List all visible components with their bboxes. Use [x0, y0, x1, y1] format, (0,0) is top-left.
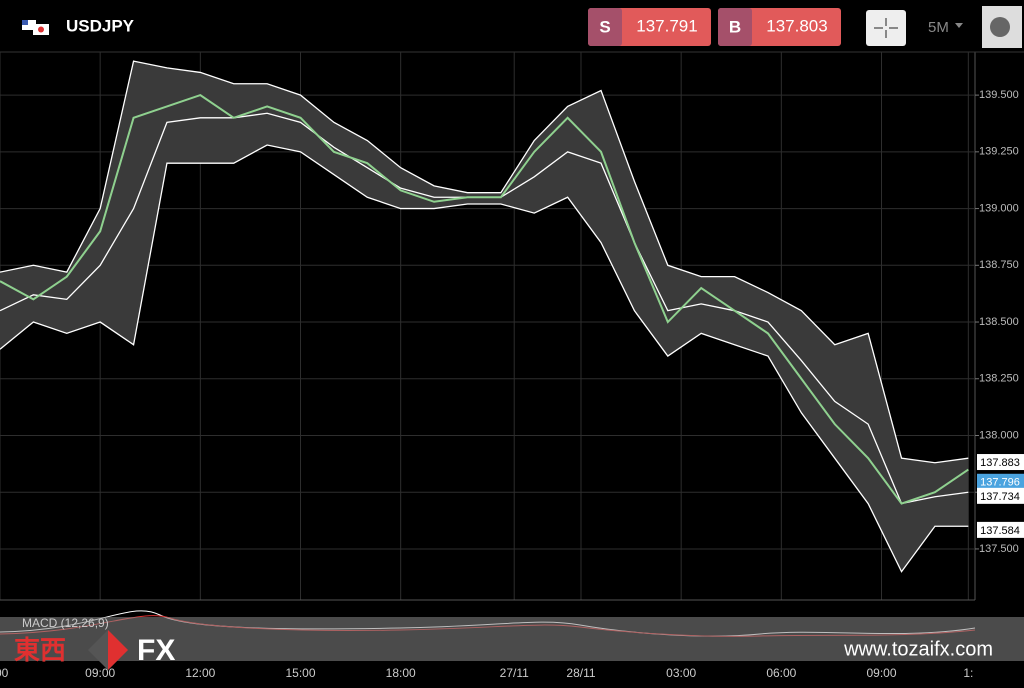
- y-tick-label: 138.250: [979, 373, 1019, 385]
- price-tag-label: 137.734: [980, 491, 1020, 503]
- band-line: [0, 60, 969, 464]
- watermark-band: [0, 617, 1024, 661]
- sell-label-bg: [588, 8, 622, 46]
- settings-icon: [990, 17, 1010, 37]
- y-tick-label: 138.500: [979, 316, 1019, 328]
- x-tick-label: 06:00: [766, 666, 796, 680]
- y-tick-label: 139.000: [979, 202, 1019, 214]
- crosshair-icon: [874, 18, 898, 38]
- x-tick-label: 09:00: [85, 666, 115, 680]
- price-tag-label: 137.796: [980, 477, 1020, 489]
- y-tick-label: 138.750: [979, 259, 1019, 271]
- flag-us: [22, 20, 36, 30]
- buy-label-bg: [718, 8, 752, 46]
- sell-label: S: [599, 17, 610, 36]
- buy-label: B: [729, 17, 741, 36]
- x-tick-label: 18:00: [386, 666, 416, 680]
- brand-left: 東西: [14, 635, 66, 665]
- plot: 137.500137.750138.000138.250138.500138.7…: [0, 52, 1024, 680]
- x-tick-label: 1:: [963, 666, 973, 680]
- x-tick-label: 03:00: [666, 666, 696, 680]
- x-tick-label: 12:00: [185, 666, 215, 680]
- band-fill: [0, 61, 969, 572]
- price-tag: [977, 487, 1024, 504]
- timeframe-arrow: [955, 23, 963, 28]
- sell-price: 137.791: [636, 16, 697, 35]
- price-tag: [977, 521, 1024, 538]
- price-tag-label: 137.584: [980, 525, 1020, 537]
- price-tag: [977, 454, 1024, 471]
- x-tick-label: 09:00: [866, 666, 896, 680]
- y-tick-label: 139.250: [979, 146, 1019, 158]
- y-tick-label: 138.000: [979, 429, 1019, 441]
- indicator-label: MACD (12,26,9): [22, 616, 109, 630]
- y-tick-label: 139.500: [979, 89, 1019, 101]
- timeframe[interactable]: 5M: [928, 19, 949, 36]
- flag-us-canton: [22, 20, 28, 25]
- x-tick-label: 28/11: [566, 666, 595, 680]
- band-line: [0, 144, 969, 573]
- header: USDJPY S 137.791 B 137.803 5M: [22, 6, 1022, 48]
- watermark-url: www.tozaifx.com: [843, 638, 993, 660]
- brand-diamond-red: [108, 630, 128, 670]
- x-tick-label: :00: [0, 666, 9, 680]
- flag-jp-sun: [38, 26, 44, 33]
- y-tick-label: 137.500: [979, 543, 1019, 555]
- crosshair-button[interactable]: [866, 10, 906, 46]
- price-tag: [977, 473, 1024, 490]
- x-tick-label: 27/11: [500, 666, 529, 680]
- price-line: [0, 94, 969, 505]
- buy-price: 137.803: [766, 16, 827, 35]
- symbol: USDJPY: [66, 16, 135, 35]
- price-tag-label: 137.883: [980, 457, 1020, 469]
- brand-right: FX: [137, 634, 175, 667]
- x-tick-label: 15:00: [285, 666, 315, 680]
